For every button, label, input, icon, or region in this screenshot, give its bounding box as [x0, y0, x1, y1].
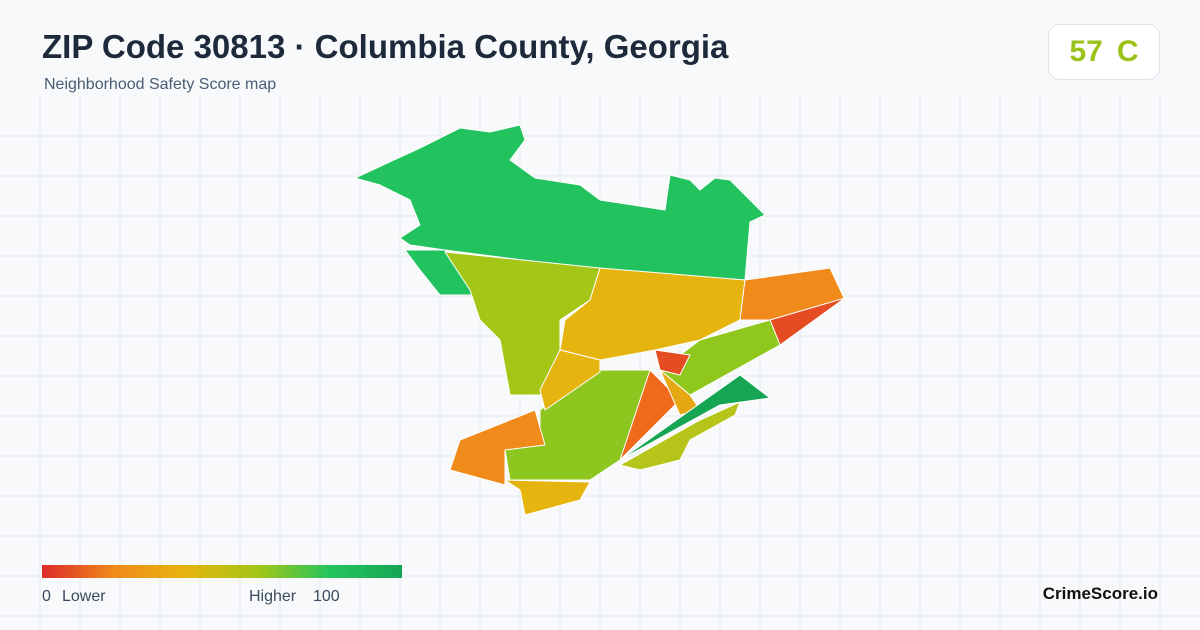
brand: CrimeScore.io — [1042, 584, 1158, 603]
score-grade: C — [1116, 35, 1139, 68]
legend-min-label: Lower — [62, 588, 106, 605]
legend-max: 100 — [313, 588, 340, 605]
legend-max-label: Higher — [249, 588, 297, 605]
legend-min: 0 — [42, 588, 51, 605]
title: ZIP Code 30813 · Columbia County, Georgi… — [42, 28, 729, 65]
legend-gradient — [42, 565, 402, 578]
score-badge: 57 C — [1048, 24, 1160, 80]
score-value: 57 — [1069, 35, 1103, 68]
subtitle: Neighborhood Safety Score map — [44, 76, 277, 93]
regions — [354, 124, 846, 516]
